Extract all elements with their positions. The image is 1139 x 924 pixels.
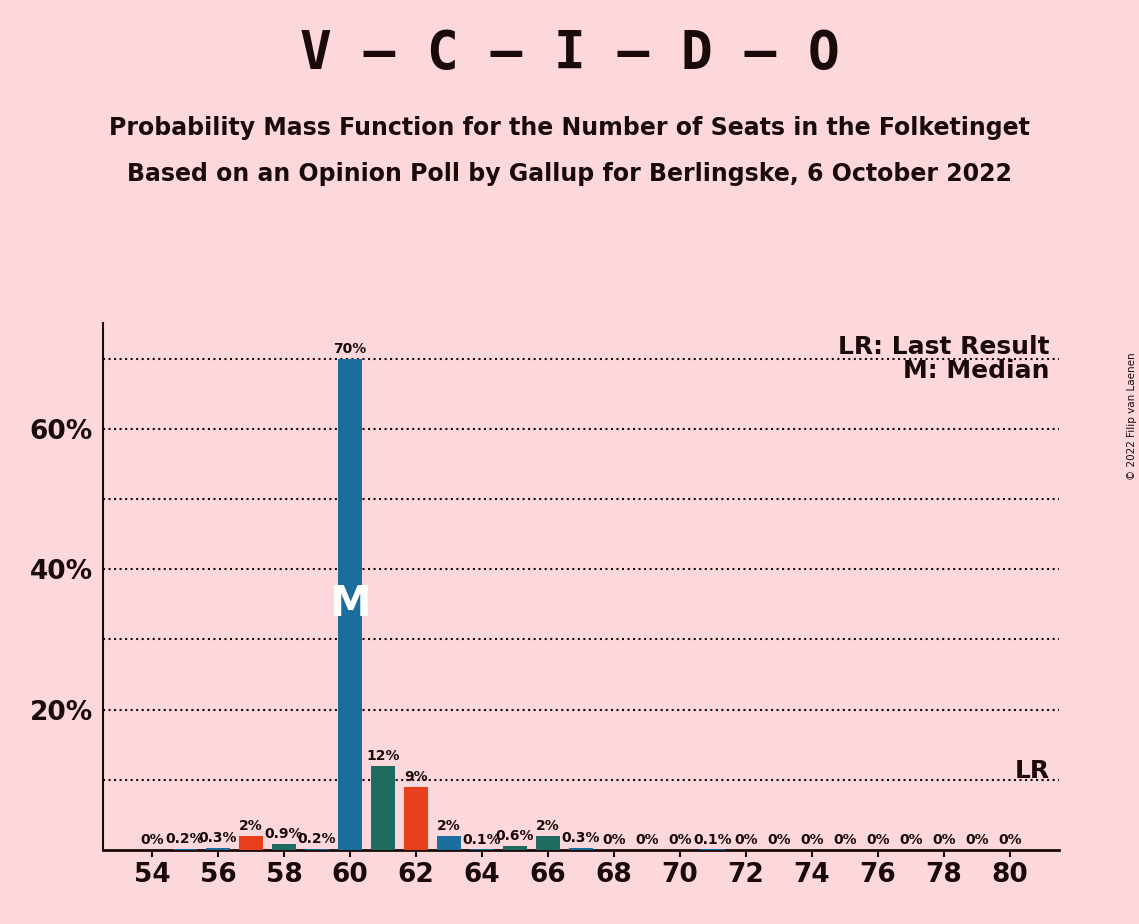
Text: 0%: 0%	[932, 833, 956, 847]
Bar	[271, 844, 296, 850]
Text: 70%: 70%	[334, 342, 367, 356]
Text: 0%: 0%	[734, 833, 757, 847]
Bar	[436, 836, 461, 850]
Bar	[370, 766, 395, 850]
Bar	[502, 845, 527, 850]
Bar	[535, 836, 560, 850]
Text: 0.9%: 0.9%	[264, 827, 303, 841]
Text: 0.1%: 0.1%	[694, 833, 732, 846]
Text: 0%: 0%	[965, 833, 989, 847]
Text: 0%: 0%	[866, 833, 890, 847]
Bar	[206, 848, 230, 850]
Text: Probability Mass Function for the Number of Seats in the Folketinget: Probability Mass Function for the Number…	[109, 116, 1030, 140]
Text: 0%: 0%	[833, 833, 857, 847]
Text: 0%: 0%	[140, 833, 164, 847]
Text: 9%: 9%	[404, 770, 428, 784]
Text: 0%: 0%	[899, 833, 923, 847]
Text: LR: LR	[1015, 760, 1050, 784]
Text: 2%: 2%	[536, 820, 559, 833]
Bar	[304, 848, 329, 850]
Text: 2%: 2%	[437, 820, 461, 833]
Text: V – C – I – D – O: V – C – I – D – O	[300, 28, 839, 79]
Text: 0%: 0%	[767, 833, 790, 847]
Text: 0.1%: 0.1%	[462, 833, 501, 846]
Text: 12%: 12%	[367, 749, 400, 763]
Text: 0.2%: 0.2%	[297, 832, 336, 845]
Bar	[337, 359, 362, 850]
Bar	[403, 787, 428, 850]
Text: © 2022 Filip van Laenen: © 2022 Filip van Laenen	[1126, 352, 1137, 480]
Text: 0%: 0%	[669, 833, 691, 847]
Text: 2%: 2%	[239, 820, 263, 833]
Text: 0%: 0%	[603, 833, 625, 847]
Text: 0.3%: 0.3%	[562, 832, 600, 845]
Bar	[568, 848, 593, 850]
Text: 0.2%: 0.2%	[165, 832, 204, 845]
Bar	[238, 836, 263, 850]
Text: 0.3%: 0.3%	[198, 832, 237, 845]
Text: 0%: 0%	[800, 833, 823, 847]
Text: 0.6%: 0.6%	[495, 829, 534, 843]
Text: 0%: 0%	[636, 833, 658, 847]
Text: M: M	[329, 583, 370, 626]
Text: M: Median: M: Median	[903, 359, 1050, 383]
Text: LR: Last Result: LR: Last Result	[838, 334, 1050, 359]
Text: Based on an Opinion Poll by Gallup for Berlingske, 6 October 2022: Based on an Opinion Poll by Gallup for B…	[128, 162, 1011, 186]
Bar	[173, 848, 197, 850]
Text: 0%: 0%	[998, 833, 1022, 847]
